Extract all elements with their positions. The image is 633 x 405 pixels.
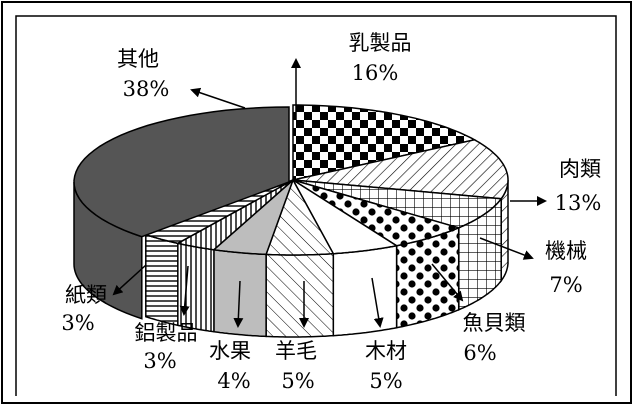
label-pct-8: 3%	[143, 349, 176, 373]
slice-top-8	[175, 179, 294, 251]
label-name-5: 木材	[365, 339, 407, 363]
slice-top-10	[73, 106, 290, 238]
leader-arrow-7	[233, 280, 244, 328]
label-name-6: 羊毛	[275, 339, 317, 363]
label-pct-6: 5%	[281, 369, 314, 393]
label-pct-2: 13%	[555, 191, 602, 215]
leader-arrow-8	[179, 265, 190, 316]
label-name-8: 鋁製品	[135, 321, 198, 345]
label-name-7: 水果	[209, 339, 251, 363]
slice-side-5	[332, 244, 398, 337]
label-pct-4: 6%	[463, 341, 496, 365]
slice-side-8	[177, 242, 215, 333]
leader-arrow-4	[431, 263, 464, 302]
leader-arrow-9	[112, 264, 147, 296]
slice-top-4	[292, 179, 462, 247]
label-pct-10: 38%	[123, 77, 170, 101]
leader-arrow-5	[371, 277, 384, 328]
slice-top-6	[265, 178, 335, 256]
slice-top-1	[292, 104, 477, 181]
slice-top-9	[143, 179, 294, 245]
label-name-9: 紙類	[65, 283, 107, 307]
label-pct-1: 16%	[352, 61, 399, 85]
slices-group	[73, 104, 509, 338]
inner-frame	[15, 15, 617, 396]
slice-side-9	[145, 233, 179, 327]
labels-group: 乳製品 16% 肉類 13% 機械 7% 魚貝類 6% 木材 5% 羊毛 5% 水果 4% 鋁製品 3% 紙類 3…	[61, 31, 601, 393]
slice-side-6	[265, 252, 335, 338]
slice-top-5	[292, 179, 399, 255]
label-name-3: 機械	[545, 239, 587, 263]
label-pct-3: 7%	[549, 273, 582, 297]
slice-top-7	[212, 179, 294, 256]
label-name-1: 乳製品	[349, 31, 412, 55]
label-name-2: 肉類	[559, 157, 601, 181]
slice-top-2	[292, 139, 509, 200]
leader-arrow-3	[479, 237, 534, 260]
slice-top-3	[292, 179, 503, 229]
label-pct-9: 3%	[61, 311, 94, 335]
label-pct-5: 5%	[369, 369, 402, 393]
label-name-4: 魚貝類	[463, 311, 526, 335]
label-pct-7: 4%	[217, 369, 250, 393]
label-name-10: 其他	[117, 47, 159, 71]
leader-lines	[112, 58, 547, 328]
leader-arrow-10	[190, 87, 246, 109]
